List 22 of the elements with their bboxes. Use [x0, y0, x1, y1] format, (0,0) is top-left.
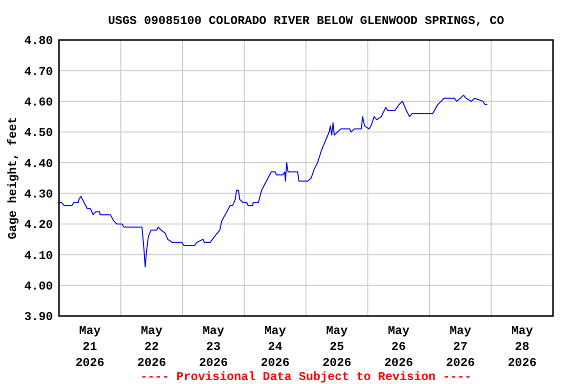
- x-tick-label: May 28 2026: [508, 324, 537, 370]
- y-tick-label: 3.90: [24, 310, 53, 324]
- line-series: [58, 94, 488, 268]
- chart-title: USGS 09085100 COLORADO RIVER BELOW GLENWOOD SPRINGS, CO: [108, 14, 504, 28]
- x-tick-label: May 23 2026: [198, 324, 228, 370]
- y-tick-label: 4.00: [24, 280, 53, 294]
- y-tick-label: 4.70: [24, 64, 53, 79]
- y-axis-title: Gage height, feet: [6, 116, 20, 240]
- y-tick-label: 4.30: [24, 188, 53, 202]
- x-tick-label: May 24 2026: [260, 324, 290, 370]
- y-tick-label: 4.10: [24, 248, 53, 263]
- y-tick-label: 4.60: [24, 96, 53, 110]
- x-tick-label: May 27 2026: [446, 324, 475, 370]
- y-tick-label: 4.20: [24, 218, 53, 232]
- x-tick-label: May 25 2026: [322, 324, 352, 370]
- y-tick-label: 4.50: [24, 126, 53, 140]
- x-tick-label: May 22 2026: [137, 324, 166, 370]
- y-tick-label: 4.80: [24, 34, 53, 48]
- y-tick-label: 4.40: [24, 156, 53, 171]
- x-tick-label: May 26 2026: [384, 324, 414, 370]
- x-tick-label: May 21 2026: [75, 324, 104, 370]
- text: ---- Provisional Data Subject to Revision ----: [140, 370, 472, 384]
